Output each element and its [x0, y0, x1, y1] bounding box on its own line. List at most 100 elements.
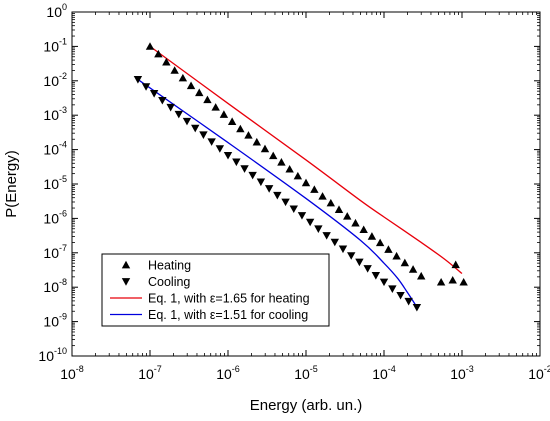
cooling-point	[322, 232, 331, 240]
cooling-point	[396, 291, 405, 300]
fit-line	[137, 78, 417, 307]
cooling-point	[166, 103, 175, 112]
legend-label: Heating	[148, 259, 191, 273]
cooling-point	[371, 272, 381, 280]
cooling-point	[347, 252, 356, 260]
heating-point	[326, 198, 336, 207]
heating-point	[219, 110, 229, 118]
cooling-point	[412, 303, 422, 312]
fit-lines	[137, 45, 463, 307]
cooling-point	[199, 131, 208, 139]
heating-point	[269, 151, 278, 160]
y-tick-label: 10-7	[43, 243, 67, 261]
cooling-point	[388, 285, 397, 293]
legend-label: Eq. 1, with ε=1.51 for cooling	[148, 308, 308, 322]
cooling-point	[248, 171, 257, 180]
x-axis-label: Energy (arb. un.)	[250, 397, 363, 414]
cooling-point	[215, 145, 225, 153]
heating-point	[154, 49, 163, 58]
heating-point	[367, 232, 377, 240]
legend-marker-symbol	[121, 278, 131, 286]
heating-point	[310, 185, 319, 193]
y-axis: 100 10-1 10-2 10-3 10-4 10-5 10-6 10-7 10-8 10-9 1…	[38, 2, 540, 364]
cooling-point	[273, 191, 282, 200]
heating-point	[285, 164, 294, 173]
heating-point	[178, 73, 188, 82]
y-tick-label: 100	[46, 2, 67, 20]
legend-marker-symbol	[121, 260, 131, 269]
cooling-point	[281, 198, 290, 207]
y-axis-label: P(Energy)	[3, 150, 20, 218]
heating-point	[170, 66, 179, 74]
heating-point	[252, 137, 261, 146]
y-tick-label: 10-3	[43, 105, 67, 123]
cooling-point	[264, 185, 274, 193]
heating-point	[351, 218, 360, 227]
heating-point	[186, 81, 196, 90]
legend-label: Eq. 1, with ε=1.65 for heating	[148, 292, 310, 306]
fit-line	[149, 45, 463, 275]
legend: Heating Cooling Eq. 1, with ε=1.65 for hea…	[101, 253, 330, 327]
data-points	[133, 42, 468, 312]
heating-point	[145, 42, 155, 50]
x-tick-label: 10-3	[450, 364, 474, 382]
y-tick-label: 10-9	[43, 312, 67, 330]
cooling-point	[174, 110, 183, 119]
cooling-point	[379, 278, 389, 287]
x-tick-label: 10-7	[138, 364, 162, 382]
cooling-point	[256, 178, 266, 187]
heating-point	[334, 205, 344, 213]
heating-point	[392, 251, 401, 260]
cooling-point	[182, 117, 192, 126]
cooling-point	[141, 83, 151, 91]
heating-point	[195, 88, 204, 97]
heating-point	[162, 57, 171, 66]
cooling-point	[338, 245, 348, 254]
y-tick-label: 10-1	[43, 36, 67, 54]
heating-point	[459, 277, 468, 286]
heating-point	[436, 277, 446, 286]
heating-point	[343, 212, 352, 220]
heating-point	[408, 265, 418, 273]
cooling-point	[363, 265, 372, 273]
legend-label: Cooling	[148, 275, 190, 289]
x-tick-label: 10-6	[216, 364, 240, 382]
cooling-point	[223, 152, 233, 160]
heating-point	[384, 245, 393, 253]
cooling-point	[404, 297, 413, 306]
cooling-point	[232, 158, 241, 167]
cooling-point	[289, 205, 298, 214]
y-tick-label: 10-2	[43, 71, 67, 89]
y-tick-label: 10-4	[43, 140, 67, 158]
heating-point	[211, 103, 220, 111]
heating-point	[236, 124, 245, 133]
heating-point	[375, 238, 385, 247]
heating-point	[400, 258, 410, 267]
cooling-point	[133, 76, 143, 84]
heating-point	[448, 275, 457, 284]
heating-point	[260, 144, 270, 153]
cooling-point	[355, 258, 364, 267]
heating-point	[293, 171, 303, 180]
heating-point	[244, 131, 253, 139]
heating-point	[417, 271, 426, 280]
cooling-point	[314, 225, 323, 233]
heating-point	[227, 117, 237, 125]
heating-point	[318, 192, 327, 200]
cooling-point	[191, 124, 200, 133]
heating-point	[203, 95, 212, 104]
heating-point	[451, 260, 460, 269]
x-tick-label: 10-2	[528, 364, 550, 382]
cooling-point	[149, 90, 159, 98]
y-tick-label: 10-6	[43, 208, 67, 226]
cooling-point	[297, 212, 307, 220]
heating-point	[277, 158, 286, 166]
cooling-point	[330, 238, 339, 247]
heating-point	[301, 178, 311, 187]
heating-point	[359, 225, 368, 234]
y-tick-label: 10-10	[38, 346, 67, 364]
cooling-point	[207, 138, 216, 146]
cooling-point	[240, 165, 249, 173]
cooling-point	[305, 218, 315, 227]
